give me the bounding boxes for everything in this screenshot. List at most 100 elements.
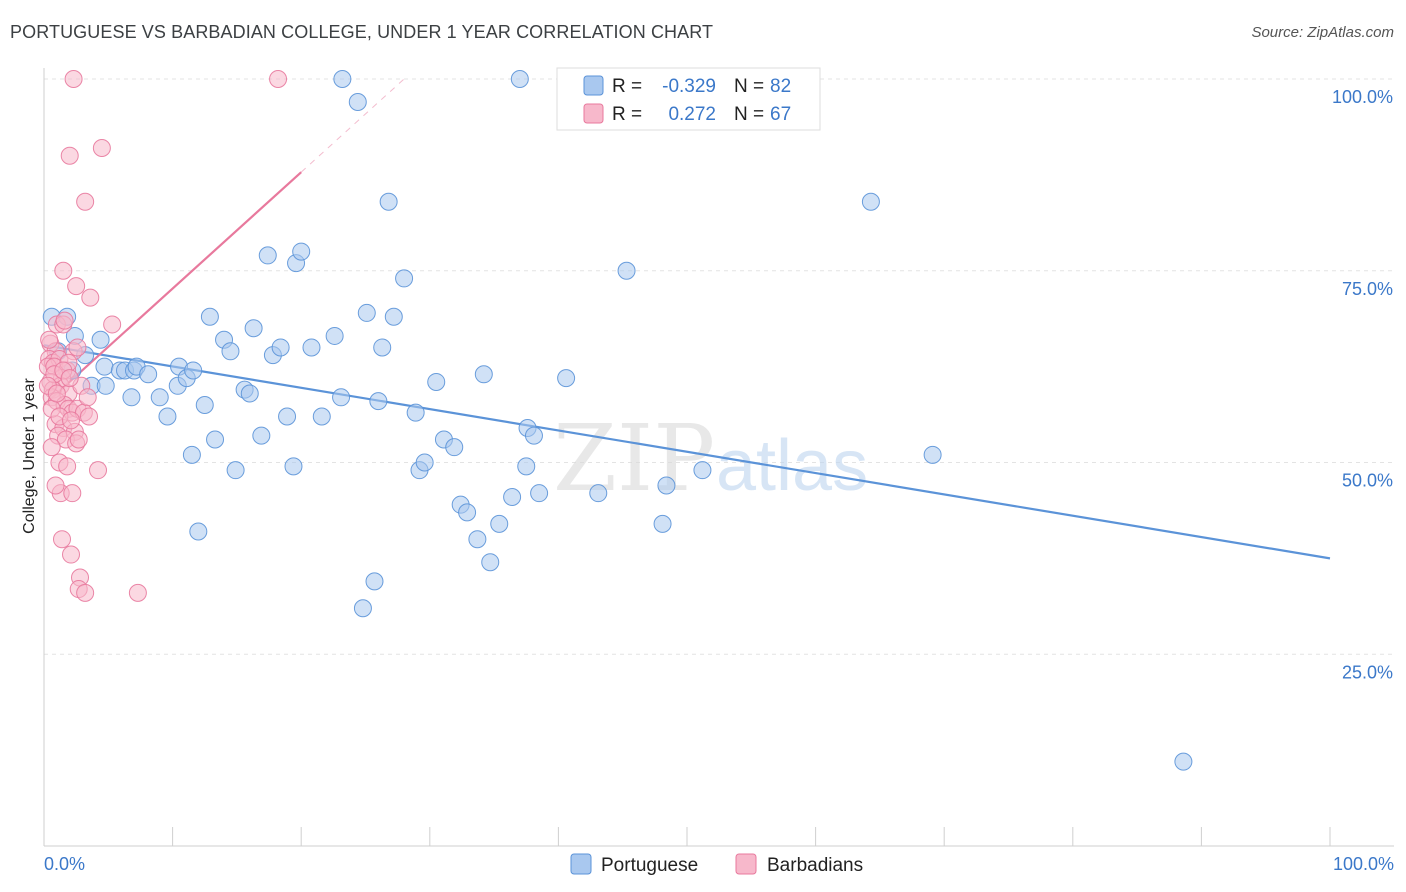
point-barbadians [63,484,82,503]
point-portuguese [122,388,141,407]
point-barbadians [60,146,79,165]
point-barbadians [68,338,87,357]
point-portuguese [395,269,414,288]
point-portuguese [1174,752,1193,771]
y-tick-labels: 25.0% 50.0% 75.0% 100.0% [1332,87,1393,682]
legend-n-value: 67 [770,104,791,125]
legend-swatch-barbadians [583,103,604,124]
point-portuguese [96,376,115,395]
point-portuguese [226,461,245,480]
trend-lines [43,78,1331,560]
point-barbadians [69,430,88,449]
point-barbadians [60,369,79,388]
point-portuguese [158,407,177,426]
y-axis-title: College, Under 1 year [21,378,38,534]
point-barbadians [92,139,111,158]
point-portuguese [415,453,434,472]
bottom-legend-swatch-barbadians [735,853,757,875]
legend-swatch-portuguese [583,75,604,96]
trend-line-extension-barbadians [300,78,405,173]
point-barbadians [64,70,83,88]
point-portuguese [503,488,522,507]
point-portuguese [182,445,201,464]
point-barbadians [76,583,95,602]
point-barbadians [62,545,81,564]
point-barbadians [46,476,65,495]
point-barbadians [89,461,108,480]
point-portuguese [292,242,311,261]
point-portuguese [406,403,425,422]
point-portuguese [312,407,331,426]
trend-line-portuguese [43,344,1331,560]
point-portuguese [252,426,271,445]
point-portuguese [284,457,303,476]
point-portuguese [524,426,543,445]
point-portuguese [468,530,487,549]
point-barbadians [53,530,72,549]
point-portuguese [427,372,446,391]
point-portuguese [258,246,277,265]
point-barbadians [128,583,147,602]
legend-n-value: 82 [770,76,791,97]
watermark-zip: ZIP [553,405,715,512]
point-portuguese [557,369,576,388]
point-portuguese [458,503,477,522]
point-portuguese [657,476,676,495]
point-barbadians [81,288,100,307]
bottom-legend-swatch-portuguese [570,853,592,875]
legend-n-label: N = [734,76,764,97]
point-portuguese [530,484,549,503]
x-tick-label-max: 100.0% [1333,854,1394,874]
point-portuguese [206,430,225,449]
point-portuguese [184,361,203,380]
point-portuguese [490,514,509,533]
point-barbadians [269,70,288,88]
point-portuguese [325,326,344,345]
point-portuguese [240,384,259,403]
point-portuguese [617,261,636,280]
trend-line-barbadians [43,171,302,406]
point-barbadians [80,407,99,426]
point-portuguese [91,330,110,349]
point-portuguese [348,93,367,112]
point-barbadians [62,411,81,430]
point-portuguese [271,338,290,357]
point-portuguese [365,572,384,591]
point-portuguese [353,599,372,618]
source-credit: Source: ZipAtlas.com [1251,24,1394,41]
point-portuguese [445,438,464,457]
point-portuguese [384,307,403,326]
point-portuguese [195,395,214,414]
point-portuguese [200,307,219,326]
watermark-atlas: atlas [716,426,868,506]
legend-r-label: R = [612,104,642,125]
point-portuguese [357,303,376,322]
point-portuguese [373,338,392,357]
legend-r-value: 0.272 [668,104,716,125]
point-barbadians [67,277,86,296]
point-portuguese [139,365,158,384]
point-portuguese [302,338,321,357]
legend-r-label: R = [612,76,642,97]
point-barbadians [55,311,74,330]
point-barbadians [78,388,97,407]
point-barbadians [103,315,122,334]
scatter-points [38,70,1193,771]
point-portuguese [333,70,352,88]
x-tick-label-min: 0.0% [44,854,85,874]
point-portuguese [923,445,942,464]
bottom-legend-label-barbadians: Barbadians [767,855,863,876]
point-portuguese [861,192,880,211]
stats-legend: R = -0.329 N = 82 R = 0.272 N = 67 [556,67,821,131]
point-portuguese [517,457,536,476]
point-barbadians [40,330,59,349]
point-portuguese [481,553,500,572]
gridlines [44,78,1394,655]
y-tick-label: 25.0% [1342,662,1393,682]
y-tick-label: 75.0% [1342,279,1393,299]
x-axis-ticks [172,827,1331,846]
point-portuguese [379,192,398,211]
point-barbadians [58,457,77,476]
point-portuguese [221,342,240,361]
